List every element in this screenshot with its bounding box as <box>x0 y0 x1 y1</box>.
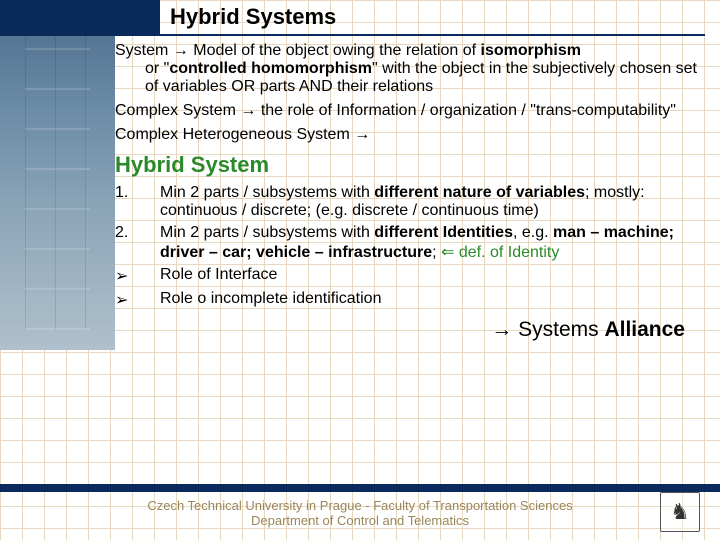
arrow-icon: → <box>173 42 189 59</box>
list-body-2: Min 2 parts / subsystems with different … <box>160 224 705 262</box>
list-body-1: Min 2 parts / subsystems with different … <box>160 184 705 220</box>
footer-blue-band <box>0 484 720 492</box>
list-item: 2. Min 2 parts / subsystems with differe… <box>115 224 705 262</box>
arrow-icon: → <box>240 102 256 119</box>
paragraph-system: System → Model of the object owing the r… <box>115 42 705 96</box>
footer: Czech Technical University in Prague - F… <box>0 492 720 540</box>
list-body-4: Role o incomplete identification <box>160 290 705 310</box>
left-arrow-icon: ⇐ <box>441 244 454 261</box>
list-marker-2: 2. <box>115 224 160 262</box>
li1-text-a: Min 2 parts / subsystems with <box>160 184 374 201</box>
systems-alliance-line: → Systems Alliance <box>115 318 705 342</box>
hybrid-system-heading: Hybrid System <box>115 152 705 178</box>
para1-rest1: Model of the object owing the relation o… <box>189 42 481 59</box>
para1-continuation: or "controlled homomorphism" with the ob… <box>115 60 705 96</box>
list-marker-bullet: ➢ <box>115 290 160 310</box>
para2-rest: the role of Information / organization /… <box>256 102 676 119</box>
title-underline <box>160 34 705 36</box>
li1-bold-a: different nature of variables <box>374 184 585 201</box>
list-item: 1. Min 2 parts / subsystems with differe… <box>115 184 705 220</box>
alliance-text: Systems <box>512 318 604 341</box>
list-marker-1: 1. <box>115 184 160 220</box>
alliance-bold: Alliance <box>604 318 685 341</box>
list-body-3: Role of Interface <box>160 266 705 286</box>
para3-lead: Complex Heterogeneous System <box>115 126 354 143</box>
sidebar-decorative-image <box>0 0 115 350</box>
li2-bold-a: different Identities <box>374 224 513 241</box>
title-blue-block <box>0 0 160 36</box>
para2-lead: Complex System <box>115 102 240 119</box>
arrow-icon: → <box>354 126 370 143</box>
footer-line-2: Department of Control and Telematics <box>0 513 720 528</box>
slide-title: Hybrid Systems <box>160 0 720 36</box>
li2-text-c: ; <box>432 244 441 261</box>
para1-lead: System <box>115 42 173 59</box>
li2-text-a: Min 2 parts / subsystems with <box>160 224 374 241</box>
title-bar: Hybrid Systems <box>0 0 720 36</box>
university-logo-icon: ♞ <box>660 492 700 532</box>
paragraph-complex-system: Complex System → the role of Information… <box>115 102 705 120</box>
li2-green-text: def. of Identity <box>454 244 559 261</box>
para1-bold2: controlled homomorphism <box>169 60 372 77</box>
list-marker-bullet: ➢ <box>115 266 160 286</box>
li2-text-b: , e.g. <box>513 224 553 241</box>
footer-line-1: Czech Technical University in Prague - F… <box>0 498 720 513</box>
arrow-icon: → <box>491 318 512 341</box>
list-item: ➢ Role of Interface <box>115 266 705 286</box>
para1-bold1: isomorphism <box>481 42 581 59</box>
list-item: ➢ Role o incomplete identification <box>115 290 705 310</box>
para1-rest2: or " <box>145 60 169 77</box>
slide-content: System → Model of the object owing the r… <box>115 42 705 342</box>
paragraph-heterogeneous: Complex Heterogeneous System → <box>115 126 705 144</box>
